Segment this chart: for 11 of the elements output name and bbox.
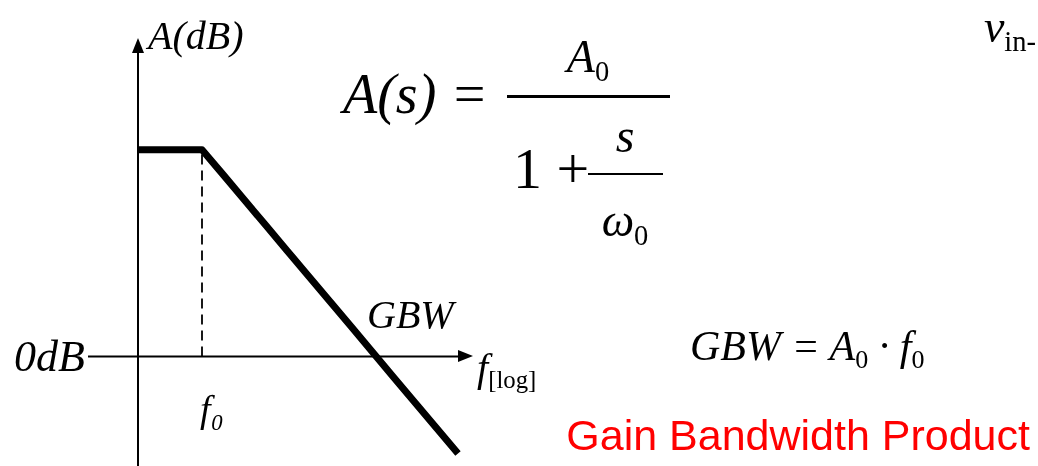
- text: Gain Bandwidth Product: [566, 411, 1030, 459]
- text: 0dB: [14, 332, 85, 381]
- annotation: f₀: [200, 388, 224, 430]
- y-axis-title: A(dB): [148, 13, 244, 58]
- text: GBW = A$_{0}$ · f$_{0}$: [690, 323, 925, 374]
- x-axis-title: f$_{[log]}$: [477, 345, 537, 394]
- text: 1 +: [513, 136, 590, 201]
- text: ω$_{0}$: [601, 195, 649, 251]
- text: v$_{in-}$: [983, 1, 1036, 57]
- text: s: [615, 109, 635, 162]
- text: A$_{0}$: [566, 31, 610, 87]
